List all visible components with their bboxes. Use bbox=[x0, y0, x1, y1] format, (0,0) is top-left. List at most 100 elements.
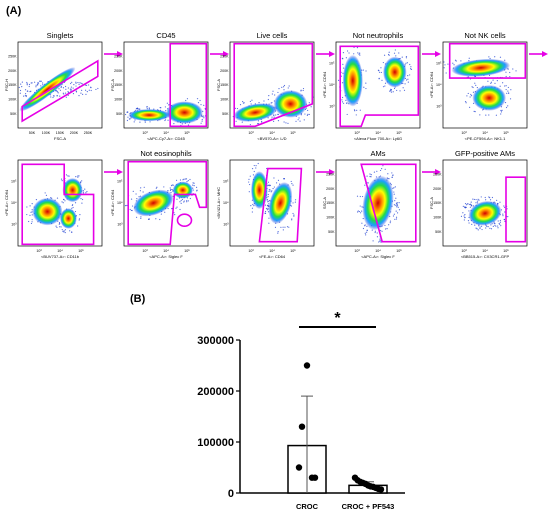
event-dot bbox=[505, 106, 508, 109]
event-dot bbox=[268, 189, 271, 191]
event-dot bbox=[388, 178, 390, 180]
y-tick-label: 10⁴ bbox=[436, 83, 442, 87]
event-dot bbox=[491, 196, 494, 199]
x-axis-label: <Alexa Fluor 700-A>: Ly6G bbox=[354, 136, 402, 141]
event-dot bbox=[337, 79, 340, 81]
event-dot bbox=[26, 81, 28, 84]
event-dot bbox=[252, 174, 255, 176]
event-dot bbox=[31, 219, 33, 221]
event-dot bbox=[35, 199, 38, 201]
event-dot bbox=[179, 179, 182, 181]
y-tick-label: 250K bbox=[220, 55, 229, 59]
event-dot bbox=[365, 87, 367, 90]
event-dot bbox=[463, 219, 465, 221]
x-tick-label: 10⁵ bbox=[290, 131, 296, 135]
x-tick-label: 10³ bbox=[461, 131, 467, 135]
event-dot bbox=[393, 193, 395, 195]
event-dot bbox=[126, 111, 128, 113]
event-dot bbox=[487, 226, 489, 228]
event-dot bbox=[267, 193, 269, 196]
x-tick-label: 10⁴ bbox=[482, 249, 488, 253]
event-dot bbox=[489, 197, 491, 199]
event-dot bbox=[200, 122, 202, 124]
event-dot bbox=[62, 230, 64, 232]
event-dot bbox=[31, 214, 33, 216]
event-dot bbox=[255, 167, 257, 169]
event-dot bbox=[251, 211, 253, 213]
event-dot bbox=[490, 224, 492, 226]
event-dot bbox=[389, 90, 391, 92]
event-dot bbox=[362, 69, 364, 71]
event-dot bbox=[203, 117, 205, 119]
event-dot bbox=[31, 82, 33, 84]
event-dot bbox=[370, 174, 372, 176]
event-dot bbox=[361, 195, 364, 198]
event-dot bbox=[285, 122, 287, 124]
event-dot bbox=[201, 116, 203, 118]
event-dot bbox=[138, 108, 140, 110]
event-dot bbox=[488, 56, 490, 58]
event-dot bbox=[73, 84, 75, 86]
event-dot bbox=[82, 191, 85, 193]
event-dot bbox=[499, 219, 501, 222]
event-dot bbox=[24, 94, 26, 96]
event-dot bbox=[396, 212, 399, 214]
event-dot bbox=[465, 206, 467, 208]
y-tick-label: 10³ bbox=[329, 105, 335, 109]
event-dot bbox=[264, 210, 267, 213]
x-axis-label: <BB515-A>: CX3CR1-GFP bbox=[461, 254, 510, 259]
event-dot bbox=[171, 188, 173, 191]
event-dot bbox=[293, 214, 295, 216]
event-dot bbox=[381, 168, 383, 170]
y-tick-label: 200K bbox=[220, 69, 229, 73]
y-axis-label: <PE-A>: CD64 bbox=[429, 71, 434, 98]
y-axis-label: <PE-A>: CD64 bbox=[4, 189, 9, 216]
event-dot bbox=[463, 215, 465, 217]
event-dot bbox=[23, 95, 25, 97]
event-dot bbox=[81, 180, 83, 182]
event-dot bbox=[507, 90, 509, 92]
event-dot bbox=[356, 47, 359, 49]
event-dot bbox=[25, 95, 27, 98]
event-dot bbox=[155, 187, 157, 189]
event-dot bbox=[380, 229, 382, 232]
event-dot bbox=[71, 207, 73, 209]
event-dot bbox=[167, 119, 169, 121]
y-tick-label: 50K bbox=[435, 230, 442, 234]
event-dot bbox=[303, 119, 305, 121]
event-dot bbox=[409, 74, 411, 76]
event-dot bbox=[60, 85, 62, 87]
event-dot bbox=[308, 113, 310, 116]
event-dot bbox=[381, 230, 383, 232]
event-dot bbox=[67, 175, 69, 177]
event-dot bbox=[268, 217, 270, 219]
event-dot bbox=[283, 121, 285, 123]
event-dot bbox=[258, 101, 260, 104]
event-dot bbox=[496, 80, 498, 82]
event-dot bbox=[300, 89, 302, 91]
event-dot bbox=[271, 102, 273, 104]
event-dot bbox=[63, 198, 65, 201]
y-tick-label: 250K bbox=[114, 55, 123, 59]
event-dot bbox=[82, 190, 84, 192]
gating-plot: CD45 10³ 10⁴ 10⁵ 50K 100K 150K 200K 250K <APC-Cy7… bbox=[110, 31, 229, 141]
event-dot bbox=[495, 114, 497, 116]
event-dot bbox=[277, 231, 279, 233]
y-axis-label: FSC-H bbox=[4, 79, 9, 91]
y-axis-label: SSC-A bbox=[322, 197, 327, 210]
event-dot bbox=[126, 119, 129, 122]
event-dot bbox=[468, 210, 470, 212]
event-dot bbox=[395, 210, 397, 212]
event-dot bbox=[251, 168, 254, 170]
event-dot bbox=[464, 202, 467, 205]
data-point bbox=[295, 464, 303, 471]
event-dot bbox=[182, 179, 184, 181]
event-dot bbox=[273, 116, 275, 118]
event-dot bbox=[453, 64, 455, 66]
event-dot bbox=[357, 52, 359, 54]
event-dot bbox=[164, 119, 167, 121]
x-tick-label: CROC bbox=[296, 502, 319, 511]
event-dot bbox=[395, 204, 397, 206]
event-dot bbox=[410, 68, 413, 70]
y-tick-label: 10⁴ bbox=[329, 83, 335, 87]
